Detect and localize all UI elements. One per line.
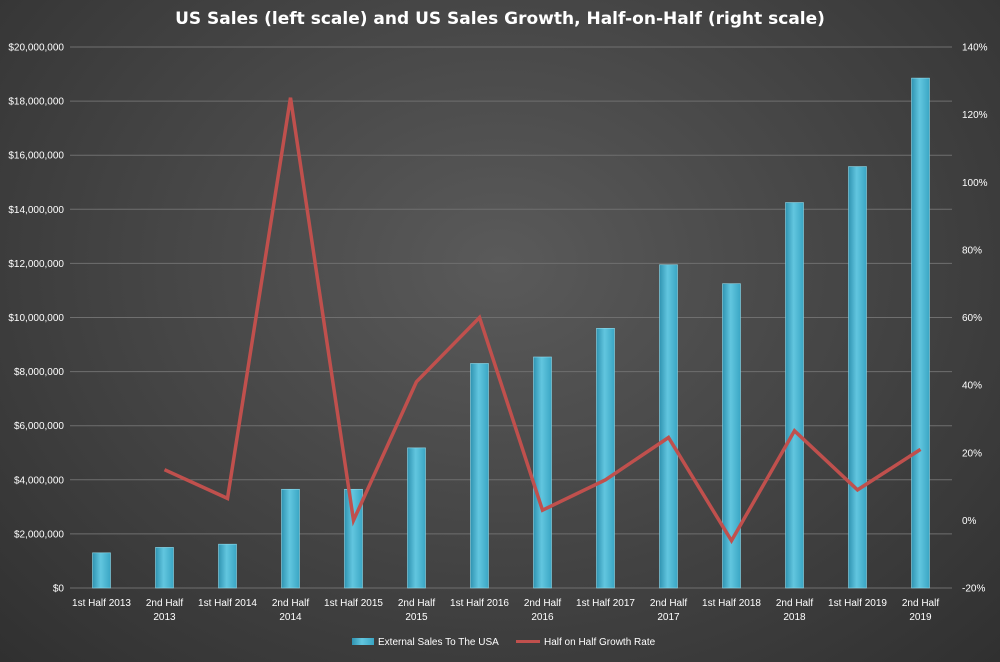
- right-tick-label: 20%: [962, 448, 982, 459]
- x-tick-label: 2nd Half 2014: [272, 598, 309, 623]
- x-tick-label: 1st Half 2015: [324, 598, 383, 609]
- left-tick-label: $20,000,000: [8, 43, 64, 54]
- sales-bar: [848, 166, 867, 589]
- right-tick-label: -20%: [962, 584, 985, 595]
- sales-bar: [533, 356, 552, 589]
- sales-bars: [92, 77, 930, 589]
- sales-bar: [470, 363, 489, 589]
- left-tick-label: $12,000,000: [8, 259, 64, 270]
- legend: External Sales To The USA Half on Half G…: [352, 637, 656, 648]
- x-tick-label: 2nd Half 2013: [146, 598, 183, 623]
- right-tick-label: 60%: [962, 313, 982, 324]
- sales-bar: [722, 283, 741, 589]
- left-tick-label: $4,000,000: [14, 475, 64, 486]
- right-tick-label: 100%: [962, 178, 988, 189]
- sales-bar: [659, 264, 678, 589]
- left-tick-label: $2,000,000: [14, 529, 64, 540]
- sales-bar: [218, 543, 237, 589]
- sales-bar: [596, 328, 615, 589]
- x-tick-label: 1st Half 2019: [828, 598, 887, 609]
- x-axis-tick-labels: 1st Half 2013 2nd Half 2013 1st Half 2014 2n…: [72, 598, 939, 623]
- x-tick-label: 1st Half 2016: [450, 598, 509, 609]
- growth-line-group: [163, 97, 922, 545]
- right-axis-tick-labels: -20% 0% 20% 40% 60% 80% 100% 120% 140%: [962, 43, 988, 595]
- x-tick-label: 2nd Half 2015: [398, 598, 435, 623]
- sales-bar: [92, 552, 111, 589]
- left-tick-label: $18,000,000: [8, 97, 64, 108]
- x-tick-label: 1st Half 2018: [702, 598, 761, 609]
- sales-bar: [911, 77, 930, 589]
- sales-bar: [785, 202, 804, 589]
- left-tick-label: $14,000,000: [8, 205, 64, 216]
- sales-bar: [407, 447, 426, 589]
- right-tick-label: 0%: [962, 516, 977, 527]
- sales-bar: [281, 488, 300, 589]
- legend-label-growth: Half on Half Growth Rate: [544, 637, 656, 648]
- right-tick-label: 80%: [962, 245, 982, 256]
- x-tick-label: 2nd Half 2019: [902, 598, 939, 623]
- left-axis-tick-labels: $0 $2,000,000 $4,000,000 $6,000,000 $8,000,0…: [8, 43, 64, 595]
- x-tick-label: 1st Half 2014: [198, 598, 257, 609]
- x-tick-label: 2nd Half 2016: [524, 598, 561, 623]
- left-tick-label: $16,000,000: [8, 151, 64, 162]
- gridlines: [70, 46, 952, 589]
- x-tick-label: 1st Half 2013: [72, 598, 131, 609]
- chart-title: US Sales (left scale) and US Sales Growt…: [175, 9, 825, 29]
- sales-bar: [155, 547, 174, 589]
- x-tick-label: 2nd Half 2018: [776, 598, 813, 623]
- left-tick-label: $10,000,000: [8, 313, 64, 324]
- right-tick-label: 40%: [962, 381, 982, 392]
- left-tick-label: $0: [53, 584, 65, 595]
- left-tick-label: $6,000,000: [14, 421, 64, 432]
- x-tick-label: 2nd Half 2017: [650, 598, 687, 623]
- growth-line: [163, 97, 922, 545]
- legend-label-sales: External Sales To The USA: [378, 637, 499, 648]
- right-tick-label: 140%: [962, 43, 988, 54]
- legend-swatch-sales: [352, 638, 374, 645]
- right-tick-label: 120%: [962, 110, 988, 121]
- left-tick-label: $8,000,000: [14, 367, 64, 378]
- x-tick-label: 1st Half 2017: [576, 598, 635, 609]
